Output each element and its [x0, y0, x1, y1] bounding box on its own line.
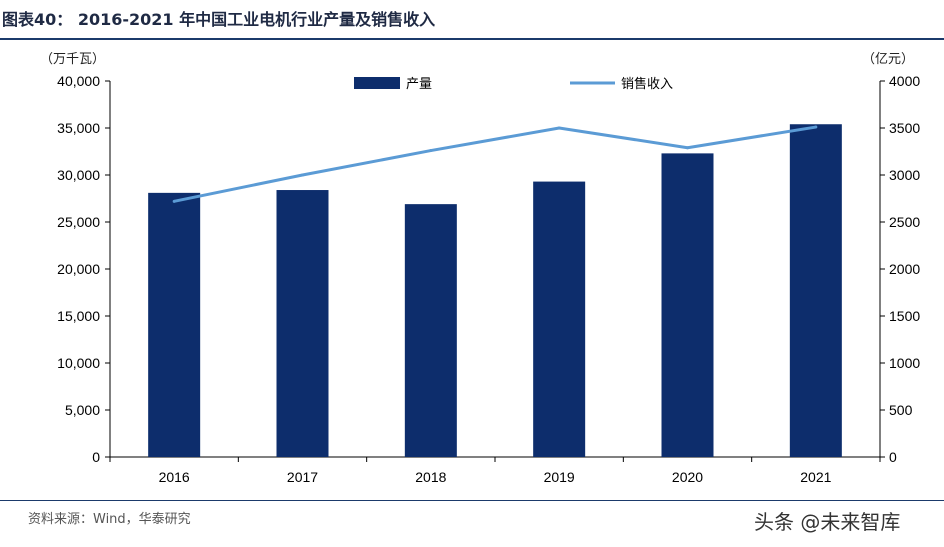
x-tick-label: 2018: [415, 469, 446, 485]
x-tick-label: 2020: [672, 469, 703, 485]
left-tick-label: 20,000: [57, 261, 100, 277]
production-bar: [404, 204, 457, 457]
right-tick-label: 3000: [889, 167, 920, 183]
left-tick-label: 10,000: [57, 355, 100, 371]
right-axis-unit: （亿元）: [862, 52, 915, 67]
revenue-point: [686, 146, 689, 150]
right-tick-label: 3500: [889, 120, 920, 136]
left-tick-label: 25,000: [57, 214, 100, 230]
revenue-point: [814, 125, 818, 129]
left-tick-label: 35,000: [57, 120, 100, 136]
right-axis-ticks: 0 500 1000 1500 2000 2500 3000 3500 4000: [880, 73, 920, 465]
revenue-point: [172, 199, 176, 203]
production-bar: [533, 181, 586, 457]
chart: 0 5,000 10,000 15,000 20,000 25,000 30,000 35,0…: [57, 73, 920, 485]
right-tick-label: 2000: [889, 261, 920, 277]
source-note: 资料来源：Wind，华泰研究: [28, 512, 191, 527]
production-bar: [148, 192, 201, 458]
revenue-point: [557, 126, 561, 130]
x-axis-ticks: 2016 2017 2018 2019 2020 2021: [109, 457, 881, 485]
bars: [148, 124, 842, 458]
legend-swatch-production: [354, 77, 400, 89]
chart-title: 图表40： 2016-2021 年中国工业电机行业产量及销售收入: [2, 10, 436, 29]
x-tick-label: 2016: [159, 469, 190, 485]
right-tick-label: 1500: [889, 308, 920, 324]
legend-label-revenue: 销售收入: [621, 76, 673, 92]
x-tick-label: 2021: [800, 469, 831, 485]
right-tick-label: 500: [889, 402, 913, 418]
title-divider: [0, 38, 944, 40]
left-tick-label: 15,000: [57, 308, 100, 324]
left-axis-unit: （万千瓦）: [40, 52, 106, 67]
watermark: 头条 @未来智库: [754, 510, 901, 534]
source-divider: [0, 500, 944, 501]
production-bar: [276, 190, 329, 458]
left-tick-label: 30,000: [57, 167, 100, 183]
revenue-line-path: [173, 125, 817, 203]
left-tick-label: 5,000: [65, 402, 100, 418]
legend-label-production: 产量: [406, 77, 432, 92]
production-bar: [661, 153, 714, 457]
axes: [109, 81, 881, 458]
revenue-line: [172, 125, 818, 203]
revenue-point: [301, 173, 304, 177]
right-tick-label: 2500: [889, 214, 920, 230]
revenue-point: [429, 149, 433, 153]
right-tick-label: 1000: [889, 355, 920, 371]
x-tick-label: 2017: [287, 469, 318, 485]
right-tick-label: 0: [889, 449, 897, 465]
left-axis-ticks: 0 5,000 10,000 15,000 20,000 25,000 30,000 35,0…: [57, 73, 110, 465]
x-tick-label: 2019: [544, 469, 575, 485]
right-tick-label: 4000: [889, 73, 920, 89]
left-tick-label: 40,000: [57, 73, 100, 89]
legend: 产量 销售收入: [354, 76, 673, 92]
left-tick-label: 0: [92, 449, 100, 465]
production-bar: [789, 124, 842, 458]
